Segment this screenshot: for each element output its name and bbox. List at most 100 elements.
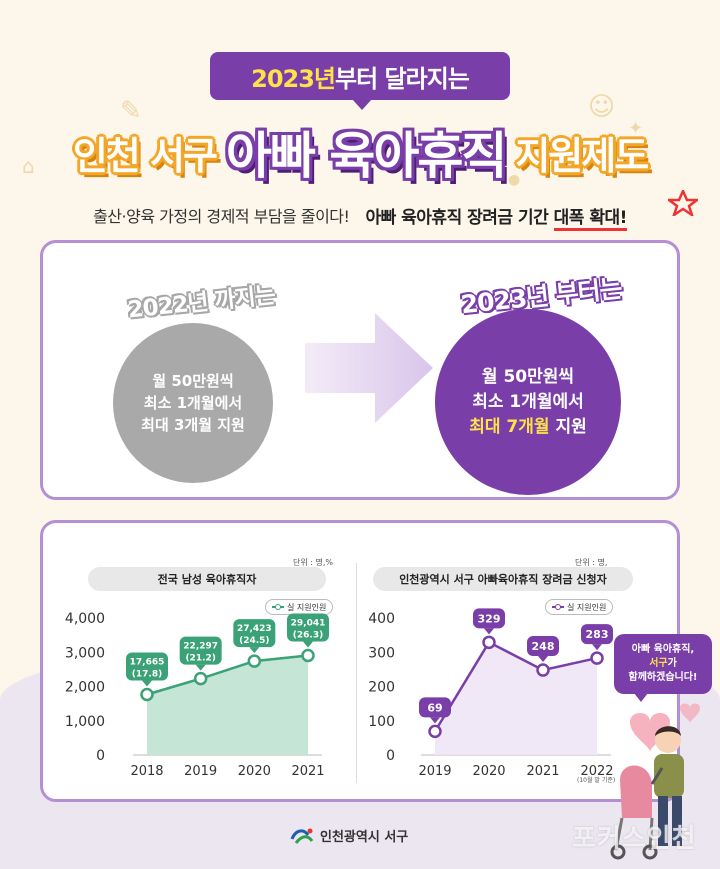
- after-line2: 최소 1개월에서: [472, 391, 584, 412]
- dot-icon: ●: [508, 172, 521, 188]
- right-chart-ytick: 400: [368, 611, 395, 627]
- after-line3-emph: 최대 7개월: [469, 416, 550, 437]
- left-chart-point: [301, 648, 315, 663]
- left-chart-xtick: 2019: [184, 764, 217, 779]
- legend-marker-icon: [272, 603, 284, 611]
- bubble-line2-rest: 가: [667, 658, 677, 669]
- left-chart-value-label: 22,297: [183, 642, 218, 652]
- left-chart-area: [147, 655, 308, 755]
- right-chart-point: [482, 635, 496, 650]
- bubble-line2: 서구가: [649, 657, 677, 671]
- right-chart-xtick: 2019: [418, 764, 451, 779]
- left-chart-ytick: 1,000: [65, 714, 105, 730]
- left-chart-title: 전국 남성 육아휴직자: [88, 567, 326, 591]
- subtitle-right: 아빠 육아휴직 장려금 기간 대폭 확대!: [365, 203, 627, 231]
- left-chart: 0 1,000 2,000 3,000 4,000 17,665 (17.8) 2018 22,…: [65, 611, 329, 779]
- subtitle: 출산·양육 가정의 경제적 부담을 줄이다! 아빠 육아휴직 장려금 기간 대폭…: [0, 200, 720, 231]
- right-chart-value-label: 283: [586, 628, 609, 641]
- pacifier-icon: ✎: [120, 96, 142, 126]
- right-chart-value-label: 329: [478, 612, 501, 625]
- left-chart-xtick: 2021: [291, 764, 324, 779]
- right-chart-xtick: 2021: [526, 764, 559, 779]
- legend-marker-icon: [552, 603, 564, 611]
- bear-icon: ☺: [588, 92, 616, 122]
- right-chart-ytick: 200: [368, 680, 395, 696]
- year-banner: 2023년 부터 달라지는: [210, 52, 510, 110]
- bottle-icon: ⌂: [22, 154, 35, 178]
- right-chart-point: [536, 663, 550, 677]
- left-chart-ytick: 3,000: [65, 645, 105, 661]
- star-icon: [665, 187, 701, 223]
- banner-text: 부터 달라지는: [335, 64, 470, 93]
- left-chart-label-box: [179, 636, 222, 665]
- left-chart-point: [193, 671, 208, 686]
- before-circle: 월 50만원씩 최소 1개월에서 최대 3개월 지원: [113, 323, 273, 483]
- right-chart-ytick: 100: [368, 714, 395, 730]
- left-chart-label-pointer: [303, 641, 313, 648]
- right-chart-label-pointer: [430, 717, 440, 724]
- right-legend-label: 실 지원인원: [567, 602, 607, 612]
- bubble-line2-emph: 서구: [649, 658, 668, 669]
- left-chart-label-box: [233, 619, 276, 648]
- logo-icon: [290, 827, 314, 845]
- right-chart-label-pointer: [484, 628, 494, 635]
- right-chart-title: 인천광역시 서구 아빠육아휴직 장려금 신청자: [373, 567, 633, 591]
- logo-text: 인천광역시 서구: [320, 830, 409, 845]
- right-chart-label-box: [419, 697, 451, 718]
- right-legend: 실 지원인원: [545, 599, 614, 615]
- left-chart-ytick: 2,000: [65, 680, 105, 696]
- before-line2: 최소 1개월에서: [143, 394, 243, 412]
- left-chart-label-box: [126, 652, 168, 681]
- left-chart-xtick: 2020: [238, 764, 271, 779]
- right-chart-point: [428, 724, 442, 739]
- right-chart-label-pointer: [538, 656, 548, 663]
- before-label: 2022년 까지는: [126, 282, 277, 324]
- left-chart-percent-label: (26.3): [293, 631, 323, 641]
- right-unit-label: 단위 : 명,: [575, 558, 608, 567]
- right-chart-note: (10월 말 기준): [577, 777, 616, 784]
- right-chart: 0 100 200 300 400 69 2019 329 2020 248 2021 283 2022: [368, 608, 614, 779]
- left-chart-ytick: 4,000: [65, 611, 105, 627]
- left-chart-value-label: 17,665: [130, 657, 165, 667]
- left-unit-label: 단위 : 명,%: [293, 558, 334, 567]
- left-chart-label-box: [287, 613, 329, 642]
- right-chart-label-box: [527, 636, 559, 657]
- left-chart-percent-label: (24.5): [239, 636, 269, 646]
- subtitle-right-main: 아빠 육아휴직 장려금 기간: [365, 207, 554, 228]
- right-chart-value-label: 69: [427, 701, 442, 714]
- chart-panel: 단위 : 명,% 단위 : 명, 전국 남성 육아휴직자 인천광역시 서구 아빠…: [40, 520, 680, 802]
- right-chart-xtick: 2020: [472, 764, 505, 779]
- banner-year: 2023년: [251, 64, 336, 93]
- right-chart-value-label: 248: [532, 640, 555, 653]
- after-line1: 월 50만원씩: [481, 366, 575, 387]
- right-chart-ytick: 300: [368, 645, 395, 661]
- left-chart-value-label: 29,041: [291, 619, 326, 629]
- left-chart-point: [247, 654, 262, 668]
- after-line3: 최대 7개월 지원: [469, 415, 587, 440]
- title-program: 아빠 육아휴직: [225, 127, 507, 185]
- speech-bubble: 아빠 육아휴직, 서구가 함께하겠습니다!: [614, 634, 712, 702]
- left-chart-series-line: [146, 654, 309, 696]
- right-chart-xtick: 2022: [580, 764, 613, 779]
- right-chart-series-line: [433, 640, 598, 733]
- before-line3: 최대 3개월 지원: [141, 416, 245, 434]
- left-chart-point: [140, 687, 154, 702]
- after-line3-rest: 지원: [549, 416, 587, 437]
- watermark: 포커스인천: [572, 824, 697, 854]
- before-line1: 월 50만원씩: [152, 372, 234, 390]
- chart-divider: [356, 563, 357, 783]
- arrow-right-icon: [305, 313, 435, 427]
- left-chart-percent-label: (21.2): [185, 654, 215, 664]
- subtitle-right-emph: 대폭 확대!: [553, 207, 627, 231]
- left-chart-label-pointer: [142, 680, 152, 687]
- subtitle-left: 출산·양육 가정의 경제적 부담을 줄이다!: [93, 207, 350, 226]
- title-region: 인천 서구: [72, 133, 218, 178]
- left-chart-label-pointer: [195, 664, 206, 671]
- district-logo: 인천광역시 서구: [290, 826, 408, 845]
- sparkle-icon: ✦: [628, 118, 644, 139]
- right-chart-label-box: [581, 624, 613, 645]
- right-chart-ytick: 0: [386, 748, 395, 764]
- left-legend-label: 실 지원인원: [287, 602, 327, 612]
- comparison-panel: 2022년 까지는 월 50만원씩 최소 1개월에서 최대 3개월 지원 202…: [40, 240, 680, 500]
- page-title: 인천 서구 아빠 육아휴직 지원제도: [0, 112, 720, 192]
